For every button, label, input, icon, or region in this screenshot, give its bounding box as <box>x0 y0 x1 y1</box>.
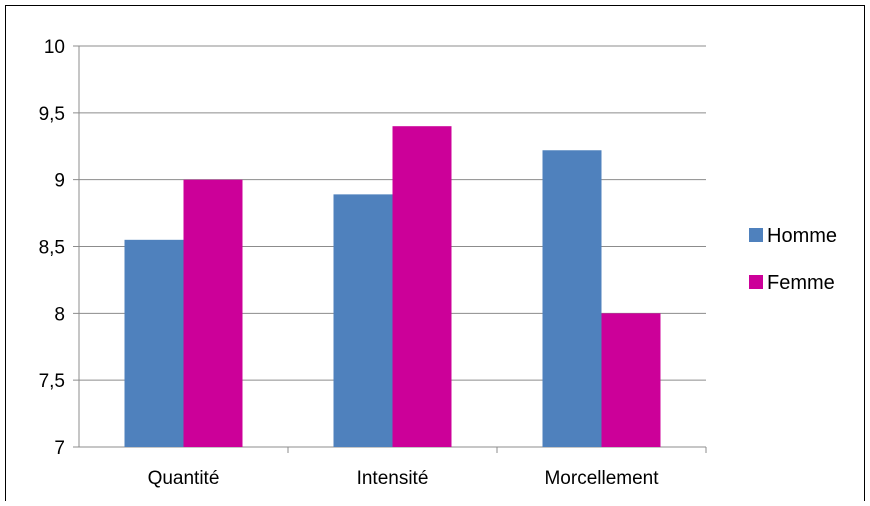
y-tick-label: 8 <box>54 304 65 325</box>
y-tick-label: 9 <box>54 171 65 192</box>
bar-chart: Quantité Intensité Morcellement 7 7,5 8 8,5 9 9… <box>39 37 837 489</box>
bar-femme-1 <box>392 126 452 447</box>
y-tick-label: 7,5 <box>39 371 65 392</box>
bar-femme-0 <box>183 179 243 447</box>
legend-label-homme: Homme <box>767 225 837 247</box>
x-tick-labels: Quantité Intensité Morcellement <box>148 468 660 489</box>
bar-homme-0 <box>124 239 184 447</box>
legend-swatch-femme <box>749 275 763 289</box>
y-tick-labels: 7 7,5 8 8,5 9 9,5 10 <box>39 37 65 459</box>
bars <box>124 126 661 447</box>
y-tick-label: 7 <box>54 438 65 459</box>
bar-femme-2 <box>601 313 661 447</box>
legend-swatch-homme <box>749 228 763 242</box>
bar-homme-2 <box>542 150 602 447</box>
x-tick-label: Morcellement <box>544 468 659 489</box>
chart-frame: Quantité Intensité Morcellement 7 7,5 8 8,5 9 9… <box>5 5 865 501</box>
legend: Homme Femme <box>749 225 837 294</box>
bar-homme-1 <box>333 194 393 447</box>
legend-label-femme: Femme <box>767 272 835 294</box>
y-tick-label: 9,5 <box>39 104 65 125</box>
x-tick-label: Intensité <box>357 468 429 489</box>
x-tick-label: Quantité <box>148 468 220 489</box>
y-tick-label: 8,5 <box>39 238 65 259</box>
y-tick-label: 10 <box>44 37 65 58</box>
